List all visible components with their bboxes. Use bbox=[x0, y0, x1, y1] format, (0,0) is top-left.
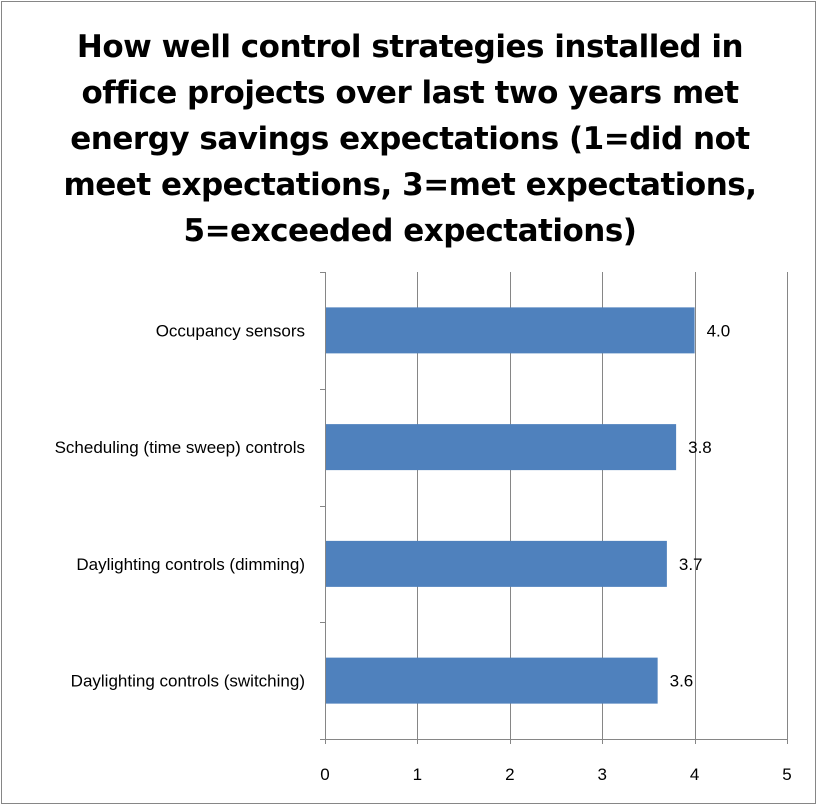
chart-title-line: meet expectations, 3=met expectations, bbox=[63, 167, 757, 203]
x-tick-label: 3 bbox=[597, 765, 606, 784]
bar bbox=[326, 657, 658, 704]
data-label: 3.8 bbox=[688, 438, 712, 457]
bar bbox=[326, 307, 695, 354]
x-tick-label: 0 bbox=[320, 765, 329, 784]
chart-title-line: energy savings expectations (1=did not bbox=[70, 121, 750, 157]
chart-title-line: How well control strategies installed in bbox=[76, 29, 744, 65]
x-tick-label: 2 bbox=[505, 765, 514, 784]
bar bbox=[326, 540, 667, 587]
bar bbox=[326, 424, 677, 471]
chart-title-line: 5=exceeded expectations) bbox=[183, 213, 637, 249]
category-label: Occupancy sensors bbox=[156, 321, 305, 340]
x-tick-label: 1 bbox=[413, 765, 422, 784]
chart-title: How well control strategies installed in… bbox=[40, 24, 780, 254]
category-label: Scheduling (time sweep) controls bbox=[55, 438, 305, 457]
x-tick-label: 5 bbox=[782, 765, 791, 784]
category-label: Daylighting controls (dimming) bbox=[76, 555, 305, 574]
data-label: 3.7 bbox=[679, 555, 703, 574]
data-label: 4.0 bbox=[707, 321, 731, 340]
category-label: Daylighting controls (switching) bbox=[71, 672, 305, 691]
x-tick-label: 4 bbox=[690, 765, 699, 784]
data-label: 3.6 bbox=[670, 672, 694, 691]
chart-title-line: office projects over last two years met bbox=[81, 75, 739, 111]
